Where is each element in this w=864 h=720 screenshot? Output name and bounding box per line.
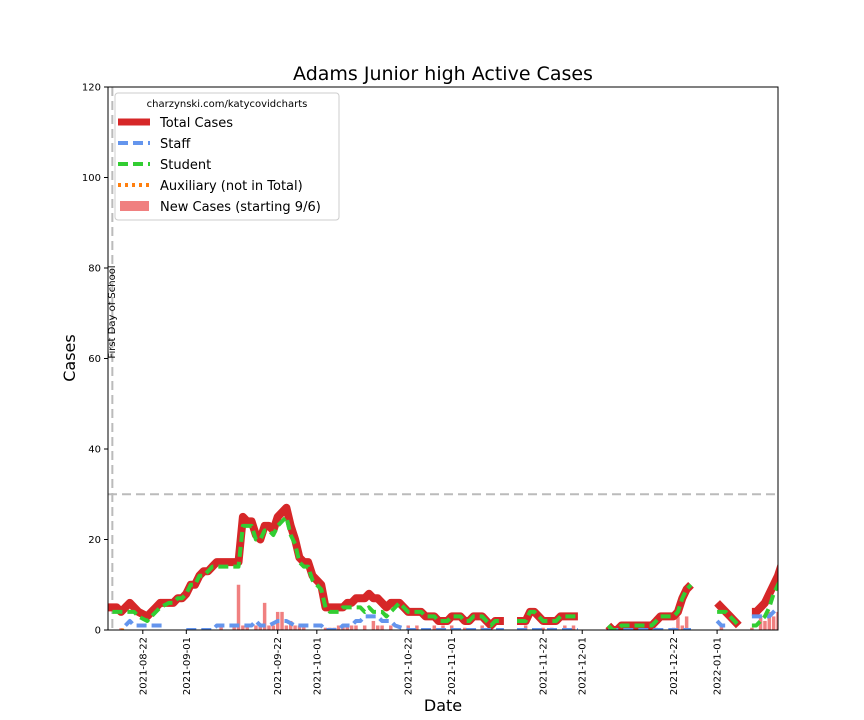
new-cases-bar bbox=[354, 625, 358, 630]
new-cases-bar bbox=[798, 612, 801, 630]
total-cases-line bbox=[751, 562, 778, 616]
new-cases-bar bbox=[271, 625, 276, 630]
legend: charzynski.com/katycovidcharts Total Cas… bbox=[114, 92, 340, 221]
y-tick-label: 0 bbox=[95, 626, 101, 637]
new-cases-bar bbox=[719, 625, 724, 630]
y-tick-label: 60 bbox=[88, 354, 101, 365]
y-axis-title: Cases bbox=[60, 334, 79, 382]
legend-label-new-cases: New Cases (starting 9/6) bbox=[160, 200, 321, 215]
new-cases-bar bbox=[236, 584, 241, 630]
student-line bbox=[606, 583, 693, 630]
new-cases-bar bbox=[297, 625, 302, 630]
legend-label-staff: Staff bbox=[160, 137, 191, 152]
new-cases-bar bbox=[563, 625, 567, 630]
new-cases-bar bbox=[389, 625, 393, 630]
new-cases-bar bbox=[254, 625, 258, 630]
new-cases-bar bbox=[245, 625, 249, 630]
new-cases-bar bbox=[371, 620, 376, 630]
new-cases-bar bbox=[323, 627, 328, 630]
x-tick-label: 2021-08-22 bbox=[138, 637, 149, 695]
new-cases-bar bbox=[284, 625, 289, 630]
new-cases-bar bbox=[376, 625, 380, 630]
new-cases-bar bbox=[349, 625, 354, 630]
student-line bbox=[717, 609, 741, 627]
new-cases-bar bbox=[571, 625, 576, 630]
student-line bbox=[517, 609, 578, 623]
new-cases-bar bbox=[750, 627, 754, 630]
staff-line bbox=[186, 614, 504, 630]
staff-line bbox=[715, 619, 731, 628]
new-cases-bar bbox=[119, 628, 123, 630]
new-cases-bar bbox=[463, 627, 467, 630]
new-cases-bar bbox=[781, 621, 784, 630]
legend-label-auxiliary: Auxiliary (not in Total) bbox=[160, 179, 303, 194]
new-cases-bar bbox=[232, 625, 236, 630]
new-cases-bar bbox=[262, 602, 267, 630]
x-tick-label: 2021-09-01 bbox=[182, 637, 193, 695]
new-cases-bar bbox=[802, 598, 805, 630]
x-tick-label: 2021-09-22 bbox=[273, 637, 284, 695]
student-line bbox=[112, 514, 504, 628]
new-cases-bar bbox=[480, 625, 484, 630]
new-cases-bar bbox=[776, 611, 778, 630]
x-tick-label: 2021-12-01 bbox=[578, 637, 589, 695]
new-cases-bar bbox=[449, 625, 454, 630]
legend-label-total: Total Cases bbox=[159, 116, 233, 131]
plot-content bbox=[108, 87, 818, 630]
new-cases-bar bbox=[771, 616, 776, 630]
new-cases-bar bbox=[336, 625, 341, 630]
new-cases-bar bbox=[241, 625, 245, 630]
new-cases-bar bbox=[432, 625, 437, 630]
new-cases-bar bbox=[219, 625, 223, 630]
chart-title: Adams Junior high Active Cases bbox=[293, 63, 593, 85]
x-tick-label: 2021-10-01 bbox=[312, 637, 323, 695]
first-day-label: First Day of School bbox=[107, 265, 118, 358]
new-cases-bar bbox=[441, 625, 445, 630]
legend-label-student: Student bbox=[160, 158, 211, 173]
x-tick-label: 2021-12-22 bbox=[669, 637, 680, 695]
new-cases-bar bbox=[258, 625, 263, 630]
new-cases-bar bbox=[811, 585, 814, 630]
new-cases-bar bbox=[763, 620, 767, 630]
new-cases-bar bbox=[293, 625, 297, 630]
new-cases-bar bbox=[380, 625, 384, 630]
y-axis: 0 20 40 60 80 100 120 bbox=[82, 83, 108, 637]
y-tick-label: 100 bbox=[82, 173, 101, 184]
new-cases-bar bbox=[767, 611, 772, 630]
new-cases-bar bbox=[406, 625, 410, 630]
new-cases-bar bbox=[684, 616, 689, 630]
new-cases-bar bbox=[302, 625, 306, 630]
new-cases-bar bbox=[523, 625, 528, 630]
staff-line bbox=[751, 605, 778, 619]
new-cases-bar bbox=[794, 616, 797, 630]
staff-line bbox=[123, 619, 165, 628]
x-tick-label: 2021-11-01 bbox=[447, 637, 458, 695]
new-cases-bar bbox=[362, 625, 367, 630]
legend-title: charzynski.com/katycovidcharts bbox=[147, 99, 308, 110]
x-tick-label: 2022-01-01 bbox=[713, 637, 724, 695]
new-cases-bar bbox=[807, 603, 810, 630]
new-cases-bar bbox=[267, 625, 271, 630]
new-cases-bar bbox=[785, 616, 788, 630]
x-tick-label: 2021-10-22 bbox=[404, 637, 415, 695]
y-tick-label: 120 bbox=[82, 83, 101, 94]
new-cases-bar bbox=[345, 625, 350, 630]
new-cases-bar bbox=[789, 625, 792, 630]
new-cases-bar bbox=[415, 625, 419, 630]
y-tick-label: 20 bbox=[88, 535, 101, 546]
legend-box bbox=[114, 92, 340, 221]
x-axis: 2021-08-22 2021-09-01 2021-09-22 2021-10-01… bbox=[138, 630, 724, 695]
new-cases-bar bbox=[280, 611, 284, 630]
x-tick-label: 2021-11-22 bbox=[539, 637, 550, 695]
y-tick-label: 80 bbox=[88, 264, 101, 275]
new-cases-bar bbox=[676, 616, 680, 630]
new-cases-bar bbox=[541, 627, 545, 630]
y-tick-label: 40 bbox=[88, 445, 101, 456]
new-cases-bar bbox=[680, 625, 685, 630]
legend-swatch-new-cases bbox=[120, 201, 149, 211]
new-cases-bar bbox=[815, 612, 818, 630]
x-axis-title: Date bbox=[424, 696, 462, 715]
